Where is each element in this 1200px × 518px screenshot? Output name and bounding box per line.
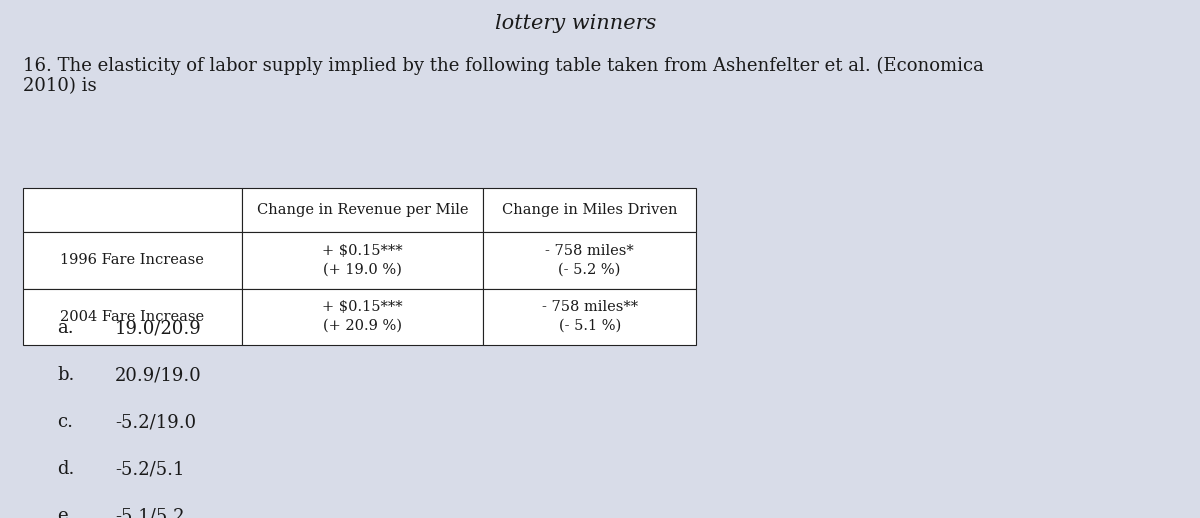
Bar [23,232,241,289]
Text: Change in Revenue per Mile: Change in Revenue per Mile [257,203,468,217]
Text: a.: a. [58,320,74,337]
Bar [484,232,696,289]
Text: 19.0/20.9: 19.0/20.9 [115,320,202,337]
Text: - 758 miles*
(- 5.2 %): - 758 miles* (- 5.2 %) [545,244,634,277]
Text: -5.2/19.0: -5.2/19.0 [115,413,196,431]
Text: Change in Miles Driven: Change in Miles Driven [502,203,677,217]
Text: e.: e. [58,507,74,518]
Bar [484,188,696,232]
Text: lottery winners: lottery winners [494,14,656,33]
Text: 1996 Fare Increase: 1996 Fare Increase [60,253,204,267]
Bar [241,289,484,345]
Text: 2004 Fare Increase: 2004 Fare Increase [60,310,204,324]
Text: b.: b. [58,366,74,384]
Text: -5.1/5.2: -5.1/5.2 [115,507,185,518]
Bar [484,289,696,345]
Bar [241,188,484,232]
Text: d.: d. [58,460,74,478]
Text: + $0.15***
(+ 19.0 %): + $0.15*** (+ 19.0 %) [322,244,403,277]
Text: 20.9/19.0: 20.9/19.0 [115,366,202,384]
Text: c.: c. [58,413,73,431]
Bar [23,289,241,345]
Bar [241,232,484,289]
Bar [23,188,241,232]
Text: - 758 miles**
(- 5.1 %): - 758 miles** (- 5.1 %) [541,300,637,333]
Text: + $0.15***
(+ 20.9 %): + $0.15*** (+ 20.9 %) [322,300,403,333]
Text: -5.2/5.1: -5.2/5.1 [115,460,185,478]
Text: 16. The elasticity of labor supply implied by the following table taken from Ash: 16. The elasticity of labor supply impli… [23,56,984,95]
